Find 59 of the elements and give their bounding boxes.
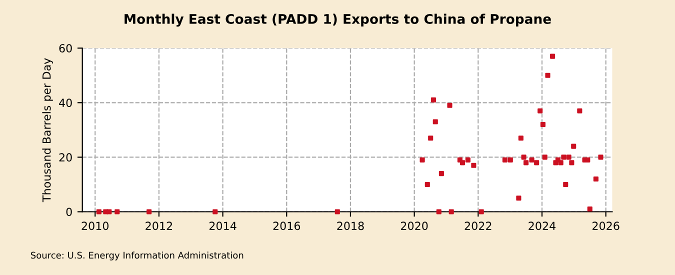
point [585, 157, 590, 162]
point [561, 154, 566, 160]
point [212, 209, 218, 214]
point [558, 160, 564, 166]
point [146, 209, 152, 214]
point [114, 209, 120, 214]
point [428, 136, 434, 141]
x-tick-label: 2014 [209, 222, 236, 230]
point [518, 136, 524, 141]
point [432, 119, 438, 124]
x-tick-label: 2026 [592, 222, 620, 230]
y-tick-label: 0 [66, 208, 72, 216]
x-tick-label: 2022 [464, 222, 492, 230]
point [96, 209, 102, 214]
point [587, 206, 592, 212]
point [542, 154, 548, 160]
chart-title: Monthly East Coast (PADD 1) Exports to China of Propane [124, 14, 551, 27]
point [460, 160, 466, 166]
point [545, 72, 550, 78]
point [566, 154, 572, 160]
point [563, 182, 568, 188]
point [424, 182, 430, 188]
x-tick-label: 2018 [337, 222, 364, 230]
x-tick-label: 2024 [528, 222, 556, 230]
y-tick-label: 60 [59, 44, 72, 53]
x-tick-label: 2010 [82, 222, 109, 230]
point [550, 54, 556, 59]
y-axis-title: Thousand Barrels per Day [42, 58, 53, 202]
point [508, 157, 513, 162]
point [540, 122, 546, 128]
point [447, 102, 452, 108]
point [448, 209, 454, 214]
point [502, 157, 508, 162]
point [529, 157, 534, 162]
point [478, 209, 484, 214]
point [598, 154, 604, 160]
point [106, 209, 112, 214]
x-tick-label: 2020 [400, 222, 428, 230]
point [593, 176, 598, 182]
point [420, 157, 425, 162]
point [524, 160, 529, 166]
source-note: Source: U.S. Energy Information Administration [30, 252, 244, 260]
point [436, 209, 442, 214]
point [430, 97, 436, 102]
point [516, 196, 522, 201]
point [521, 154, 526, 160]
y-tick-label: 40 [59, 98, 72, 108]
point [438, 171, 444, 176]
point [577, 108, 582, 114]
y-tick-label: 20 [59, 153, 72, 162]
point [471, 162, 476, 168]
point [538, 108, 543, 114]
point [571, 144, 576, 149]
x-tick-label: 2012 [146, 222, 172, 230]
point [465, 157, 470, 162]
point [569, 160, 574, 166]
point [334, 209, 340, 214]
x-tick-label: 2016 [273, 222, 300, 230]
point [534, 160, 540, 166]
